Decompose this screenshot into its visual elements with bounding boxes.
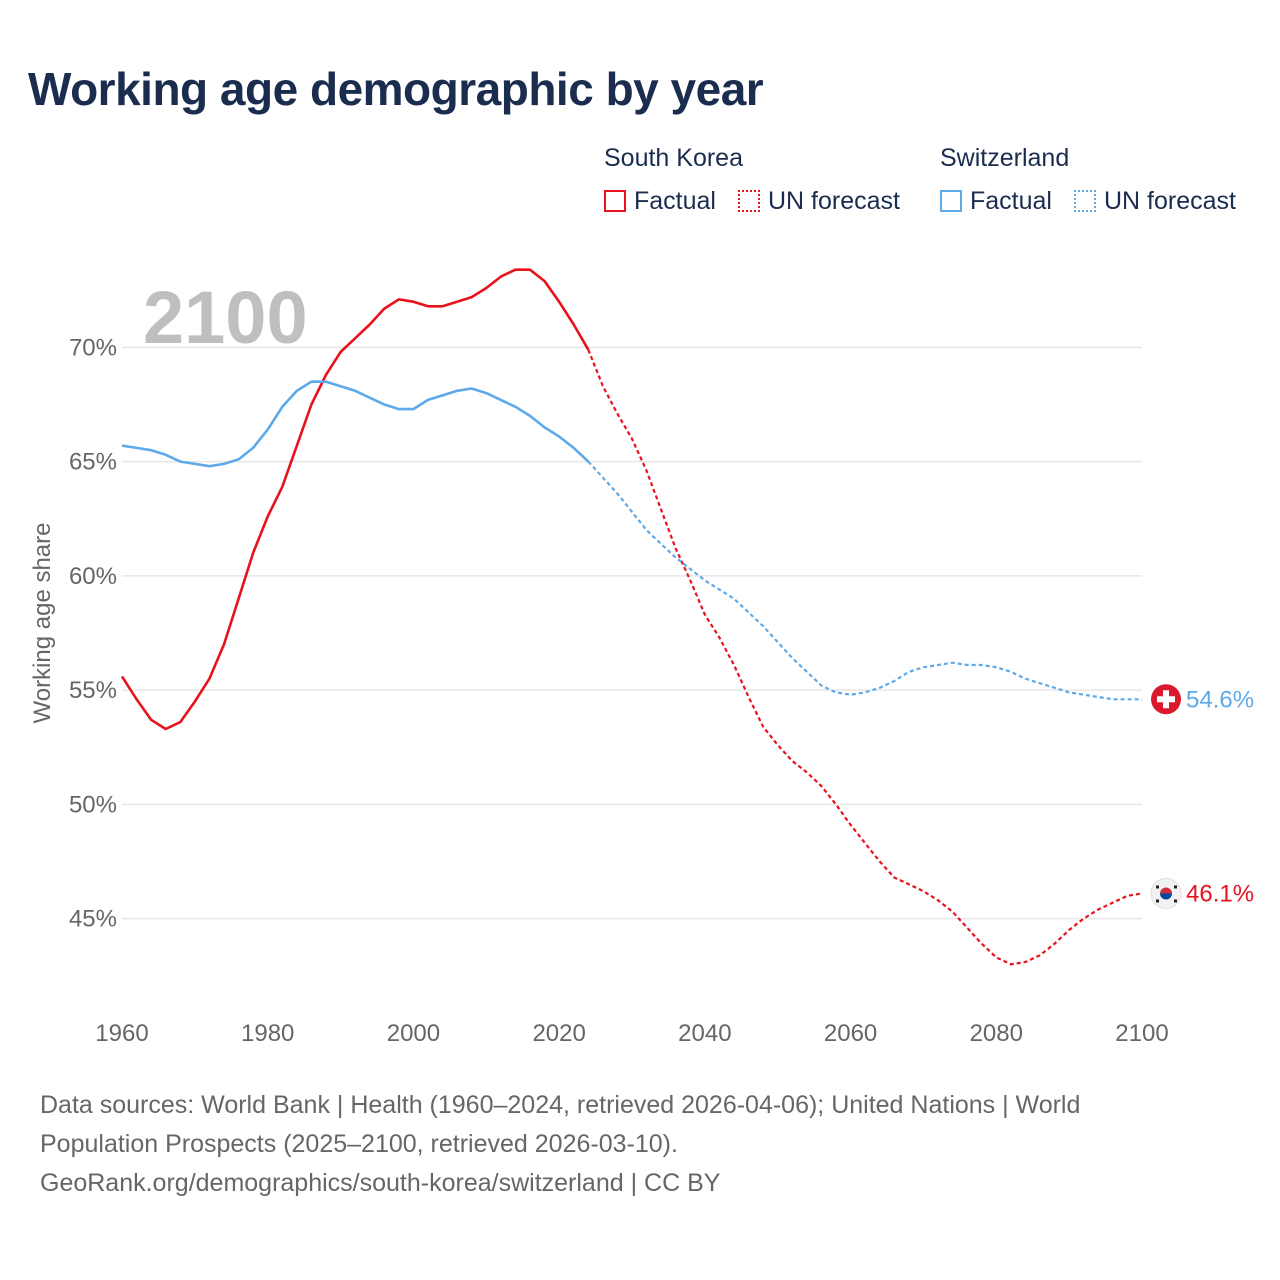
south-korea-forecast-line[interactable] bbox=[587, 349, 1143, 966]
legend-label-swiss-forecast: UN forecast bbox=[1104, 186, 1236, 215]
x-tick-label: 2060 bbox=[824, 1020, 877, 1047]
x-tick-label: 2100 bbox=[1115, 1020, 1168, 1047]
x-tick-label: 2080 bbox=[970, 1020, 1023, 1047]
legend-item-swiss-forecast[interactable]: UN forecast bbox=[1074, 186, 1236, 216]
south-korea-factual-line[interactable] bbox=[120, 268, 590, 731]
y-axis-label: Working age share bbox=[29, 523, 56, 724]
x-tick-label: 2020 bbox=[532, 1020, 585, 1047]
y-tick-label: 65% bbox=[69, 449, 117, 476]
gridlines bbox=[122, 346, 1142, 920]
sources-line-2: Population Prospects (2025–2100, retriev… bbox=[40, 1130, 678, 1158]
legend-item-korea-forecast[interactable]: UN forecast bbox=[738, 186, 900, 216]
y-axis-ticks: 45% 50% 55% 60% 65% 70% bbox=[69, 334, 117, 932]
legend-label-swiss-factual: Factual bbox=[970, 186, 1052, 215]
south-korea-flag-icon bbox=[1150, 877, 1182, 909]
x-tick-label: 1980 bbox=[241, 1020, 294, 1047]
switzerland-factual-line[interactable] bbox=[121, 380, 590, 468]
switzerland-end-value: 54.6% bbox=[1186, 686, 1254, 713]
y-tick-label: 45% bbox=[69, 906, 117, 933]
legend-label-korea-forecast: UN forecast bbox=[768, 186, 900, 215]
y-tick-label: 70% bbox=[69, 334, 117, 361]
x-tick-label: 1960 bbox=[95, 1020, 148, 1047]
y-tick-label: 55% bbox=[69, 677, 117, 704]
sources-line-1: Data sources: World Bank | Health (1960–… bbox=[40, 1091, 1081, 1119]
sources-line-3: GeoRank.org/demographics/south-korea/swi… bbox=[40, 1169, 721, 1197]
legend-group-switzerland: Switzerland bbox=[940, 144, 1070, 172]
legend-swatch-korea-forecast bbox=[738, 190, 760, 212]
switzerland-flag-icon bbox=[1151, 684, 1181, 715]
south-korea-end-value: 46.1% bbox=[1186, 880, 1254, 907]
end-markers: 46.1% 54.6% bbox=[1150, 684, 1254, 909]
legend-swatch-swiss-forecast bbox=[1074, 190, 1096, 212]
switzerland-forecast-line[interactable] bbox=[587, 460, 1142, 701]
chart-title: Working age demographic by year bbox=[28, 63, 764, 115]
legend-item-swiss-factual[interactable]: Factual bbox=[940, 186, 1052, 216]
x-axis-ticks: 1960 1980 2000 2020 2040 2060 2080 2100 bbox=[95, 1020, 1168, 1047]
legend-item-korea-factual[interactable]: Factual bbox=[604, 186, 716, 216]
x-tick-label: 2040 bbox=[678, 1020, 731, 1047]
x-tick-label: 2000 bbox=[387, 1020, 440, 1047]
legend-label-korea-factual: Factual bbox=[634, 186, 716, 215]
y-tick-label: 60% bbox=[69, 563, 117, 590]
series-lines bbox=[120, 268, 1143, 966]
legend-group-south-korea: South Korea bbox=[604, 144, 743, 172]
legend-swatch-swiss-factual bbox=[940, 190, 962, 212]
y-tick-label: 50% bbox=[69, 791, 117, 818]
year-watermark: 2100 bbox=[143, 276, 308, 359]
data-sources: Data sources: World Bank | Health (1960–… bbox=[40, 1086, 1220, 1203]
legend-swatch-korea-factual bbox=[604, 190, 626, 212]
